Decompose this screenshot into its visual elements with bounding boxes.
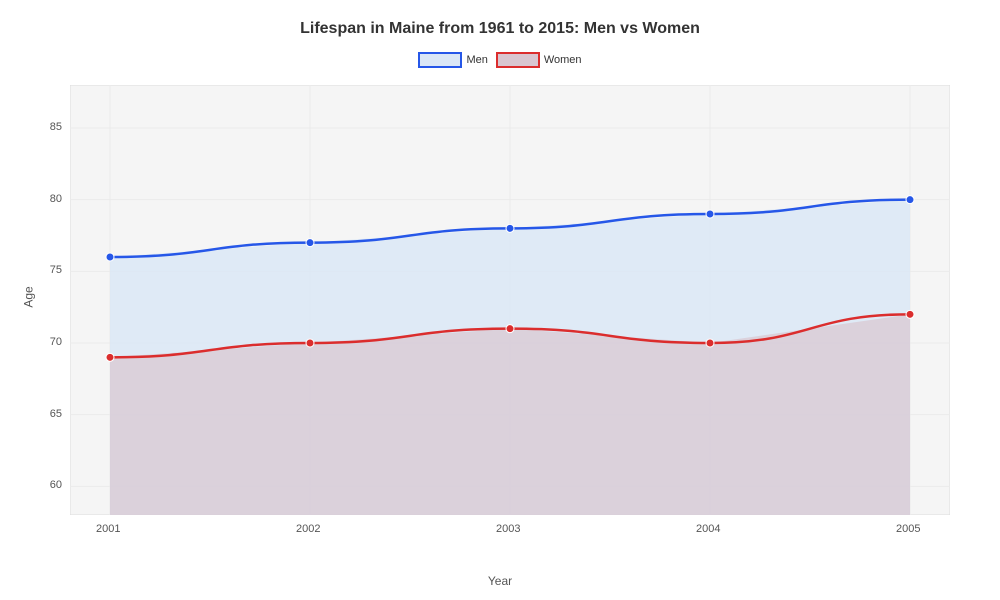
y-axis-label: Age xyxy=(22,286,36,307)
y-tick-label: 60 xyxy=(50,479,62,491)
x-tick-label: 2003 xyxy=(496,523,520,535)
legend-item-men: Men xyxy=(418,52,487,68)
x-tick-label: 2002 xyxy=(296,523,320,535)
y-tick-label: 70 xyxy=(50,336,62,348)
legend-label-men: Men xyxy=(466,54,487,66)
legend-label-women: Women xyxy=(544,54,582,66)
x-tick-label: 2004 xyxy=(696,523,720,535)
y-tick-label: 85 xyxy=(50,121,62,133)
chart-title: Lifespan in Maine from 1961 to 2015: Men… xyxy=(0,0,1000,38)
legend-box-men xyxy=(418,52,462,68)
legend-box-women xyxy=(496,52,540,68)
plot-area xyxy=(70,85,950,515)
x-tick-label: 2001 xyxy=(96,523,120,535)
x-tick-label: 2005 xyxy=(896,523,920,535)
chart-svg xyxy=(70,85,950,515)
x-axis-label: Year xyxy=(488,574,512,588)
y-tick-label: 65 xyxy=(50,408,62,420)
chart-legend: Men Women xyxy=(0,52,1000,68)
chart-container: Lifespan in Maine from 1961 to 2015: Men… xyxy=(0,0,1000,600)
y-tick-label: 80 xyxy=(50,193,62,205)
legend-item-women: Women xyxy=(496,52,582,68)
y-tick-label: 75 xyxy=(50,264,62,276)
